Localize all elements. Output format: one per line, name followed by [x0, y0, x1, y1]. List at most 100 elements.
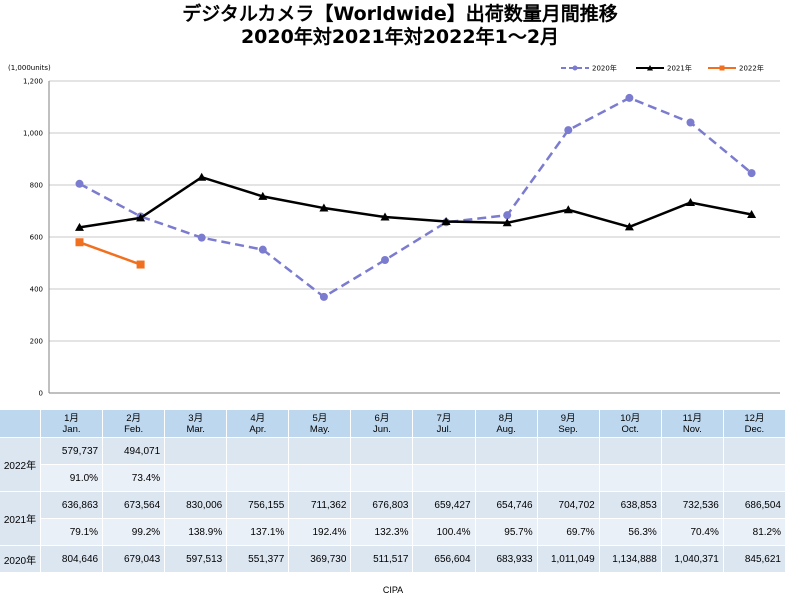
y-unit-label: (1,000units) [8, 64, 51, 72]
table-cell: 636,863 [40, 491, 104, 519]
legend-marker [647, 65, 653, 71]
table-cell: 69.7% [537, 518, 600, 546]
year-label: 2020年 [0, 545, 41, 573]
data-point [197, 172, 207, 181]
chart-title: デジタルカメラ【Worldwide】出荷数量月間推移 [182, 3, 618, 25]
table-cell: 673,564 [102, 491, 166, 519]
table-cell: 56.3% [599, 518, 662, 546]
month-en-label: Jun. [372, 423, 391, 435]
month-header: 11月 Nov. [661, 410, 724, 438]
table-cell: 100.4% [412, 518, 476, 546]
month-en-label: Feb. [124, 423, 144, 435]
table-row: 91.0% 73.4% [0, 464, 787, 492]
y-tick-label: 600 [30, 234, 43, 242]
month-header: 6月 Jun. [350, 410, 414, 438]
data-point [319, 203, 329, 212]
month-header: 9月 Sep. [537, 410, 600, 438]
month-header: 5月 May. [288, 410, 352, 438]
data-point [380, 212, 390, 221]
month-jp-label: 12月 [744, 412, 765, 424]
table-cell [412, 464, 476, 492]
table-cell: 638,853 [599, 491, 662, 519]
table-cell [537, 437, 600, 465]
table-cell: 494,071 [102, 437, 166, 465]
month-jp-label: 4月 [250, 412, 266, 424]
table-cell: 597,513 [164, 545, 228, 573]
table-cell: 91.0% [40, 464, 104, 492]
table-cell [661, 437, 724, 465]
month-en-label: Nov. [682, 423, 702, 435]
month-jp-label: 9月 [560, 412, 576, 424]
data-point [625, 93, 634, 102]
table-cell: 137.1% [226, 518, 290, 546]
data-point [136, 213, 146, 222]
data-point [686, 118, 695, 127]
table-cell [350, 464, 414, 492]
table-cell: 845,621 [723, 545, 787, 573]
legend-label: 2020年 [592, 64, 617, 73]
month-en-label: Jul. [436, 423, 452, 435]
table-cell [723, 437, 787, 465]
data-point [258, 245, 267, 254]
table-cell [164, 437, 228, 465]
table-cell [288, 464, 352, 492]
table-corner-cell [0, 410, 41, 438]
table-cell: 676,803 [350, 491, 414, 519]
data-point [686, 198, 695, 207]
table-cell [723, 464, 787, 492]
legend-label: 2021年 [667, 64, 692, 73]
table-cell: 711,362 [288, 491, 352, 519]
table-cell: 132.3% [350, 518, 414, 546]
table-cell [475, 437, 538, 465]
data-point [136, 260, 145, 269]
month-en-label: Jan. [62, 423, 81, 435]
month-en-label: May. [309, 423, 330, 435]
data-point [564, 126, 573, 135]
month-header: 10月 Oct. [599, 410, 662, 438]
month-jp-label: 7月 [436, 412, 452, 424]
table-header-row: 1月 Jan. 2月 Feb. 3月 Mar. 4月 Apr. 5月 May. 6月 Jun. 7月 Ju… [0, 410, 787, 438]
month-jp-label: 3月 [188, 412, 204, 424]
table-cell: 804,646 [40, 545, 104, 573]
table-cell [537, 464, 600, 492]
table-cell: 830,006 [164, 491, 228, 519]
table-cell: 99.2% [102, 518, 166, 546]
series-line [79, 175, 752, 229]
y-tick-label: 1,200 [23, 78, 43, 86]
y-tick-label: 800 [30, 182, 43, 190]
table-cell: 656,604 [412, 545, 476, 573]
series-line [79, 241, 142, 266]
table-cell: 686,504 [723, 491, 787, 519]
table-cell: 683,933 [475, 545, 538, 573]
month-jp-label: 5月 [312, 412, 328, 424]
month-header: 2月 Feb. [102, 410, 166, 438]
table-cell: 70.4% [661, 518, 724, 546]
table-cell: 704,702 [537, 491, 600, 519]
month-header: 8月 Aug. [475, 410, 538, 438]
source-footer: CIPA [382, 585, 404, 595]
table-cell: 756,155 [226, 491, 290, 519]
y-tick-label: 200 [30, 338, 43, 346]
month-jp-label: 8月 [498, 412, 514, 424]
table-cell [226, 437, 290, 465]
table-cell: 192.4% [288, 518, 352, 546]
table-cell: 679,043 [102, 545, 166, 573]
year-label: 2022年 [0, 437, 41, 492]
y-tick-label: 400 [30, 286, 43, 294]
month-header: 4月 Apr. [226, 410, 290, 438]
month-en-label: Mar. [186, 423, 205, 435]
table-cell: 1,040,371 [661, 545, 724, 573]
year-label: 2021年 [0, 491, 41, 546]
month-jp-label: 11月 [682, 412, 702, 424]
table-cell [475, 464, 538, 492]
month-header: 1月 Jan. [40, 410, 104, 438]
table-cell: 659,427 [412, 491, 476, 519]
y-tick-label: 0 [39, 390, 43, 398]
data-point [747, 169, 756, 178]
table-cell: 511,517 [350, 545, 414, 573]
table-row: 79.1% 99.2% 138.9% 137.1% 192.4% 132.3% 100.4%… [0, 518, 787, 546]
line-chart: (1,000units) 0 200 400 600 800 1,000 1,200 2020年… [8, 64, 780, 398]
table-cell: 551,377 [226, 545, 290, 573]
month-en-label: Sep. [558, 423, 578, 435]
legend-marker [572, 65, 578, 71]
